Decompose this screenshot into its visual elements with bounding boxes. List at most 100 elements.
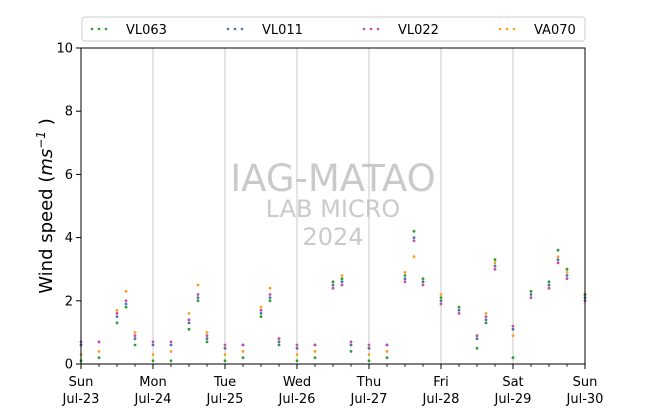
- point-vl022: [403, 280, 407, 284]
- point-vl063: [268, 299, 272, 303]
- legend-marker-vl063: [97, 27, 101, 31]
- point-vl063: [556, 248, 560, 252]
- point-vl011: [115, 315, 119, 318]
- legend-label-vl011: VL011: [262, 23, 303, 38]
- point-va070: [151, 353, 155, 356]
- point-vl022: [385, 343, 389, 347]
- point-vl022: [277, 337, 281, 341]
- point-vl063: [196, 299, 200, 303]
- legend-marker-va070: [498, 27, 502, 31]
- point-va070: [493, 261, 497, 265]
- point-vl011: [340, 280, 344, 284]
- point-vl011: [124, 302, 128, 306]
- point-vl022: [439, 302, 443, 306]
- x-tick-label-date: Jul-28: [422, 392, 460, 407]
- y-tick-label: 10: [56, 42, 73, 57]
- point-vl011: [367, 346, 371, 350]
- point-vl022: [187, 318, 191, 322]
- point-va070: [241, 350, 245, 353]
- point-vl011: [169, 343, 173, 347]
- legend-marker-vl022: [376, 27, 380, 31]
- x-tick-label-date: Jul-23: [62, 392, 100, 407]
- point-vl022: [196, 293, 200, 296]
- y-tick-label: 2: [65, 294, 73, 309]
- x-tick-label-date: Jul-26: [278, 392, 316, 407]
- legend: VL063 VL011 VL022 VA070: [81, 16, 586, 42]
- legend-box: [81, 16, 586, 42]
- point-va070: [511, 334, 515, 337]
- data-points: [79, 229, 587, 363]
- y-axis-label-text: Wind speed (: [36, 176, 57, 294]
- point-vl011: [295, 346, 299, 350]
- point-vl063: [205, 340, 209, 344]
- x-tick-label-day: Sun: [69, 375, 94, 390]
- watermark-line-2: LAB MICRO: [266, 195, 401, 223]
- point-vl022: [223, 343, 227, 347]
- legend-marker-vl011: [240, 27, 244, 31]
- point-vl011: [403, 277, 407, 281]
- point-va070: [412, 255, 416, 258]
- x-tick-label-day: Sat: [502, 375, 523, 390]
- point-vl011: [439, 299, 443, 303]
- point-va070: [268, 286, 272, 290]
- legend-marker-vl063: [90, 27, 94, 31]
- point-vl022: [115, 312, 119, 315]
- point-vl011: [259, 312, 263, 315]
- x-tick-label-day: Thu: [356, 375, 381, 390]
- point-vl063: [484, 321, 488, 325]
- point-vl063: [493, 258, 497, 262]
- point-vl011: [565, 274, 569, 277]
- y-axis-label: Wind speed (ms−1 ): [34, 118, 57, 293]
- point-va070: [439, 293, 443, 296]
- point-va070: [340, 274, 344, 277]
- y-tick-label: 4: [65, 231, 73, 246]
- point-vl063: [259, 315, 263, 318]
- point-va070: [133, 331, 137, 334]
- point-vl063: [457, 305, 461, 309]
- point-vl063: [475, 346, 479, 350]
- watermark-line-1: IAG-MATAO: [230, 157, 435, 200]
- point-vl063: [385, 356, 389, 360]
- x-tick-label-date: Jul-30: [566, 392, 604, 407]
- point-vl022: [151, 340, 155, 344]
- point-vl063: [97, 356, 101, 360]
- point-vl011: [223, 346, 227, 350]
- x-tick-label-day: Tue: [213, 375, 236, 390]
- point-va070: [367, 353, 371, 356]
- point-vl022: [331, 286, 335, 290]
- point-vl022: [295, 343, 299, 347]
- point-vl022: [349, 340, 353, 344]
- point-vl063: [367, 359, 371, 363]
- point-vl011: [412, 236, 416, 240]
- y-tick-label: 8: [65, 105, 73, 120]
- point-va070: [259, 305, 263, 309]
- legend-marker-vl011: [233, 27, 237, 31]
- point-vl063: [295, 359, 299, 363]
- point-vl022: [529, 296, 533, 299]
- y-axis-label-close: ): [36, 118, 57, 131]
- point-vl022: [124, 299, 128, 303]
- point-vl022: [475, 334, 479, 337]
- point-vl063: [340, 277, 344, 281]
- point-vl063: [511, 356, 515, 360]
- point-vl022: [205, 334, 209, 337]
- point-vl063: [529, 289, 533, 293]
- y-tick-label: 0: [65, 358, 73, 373]
- point-vl063: [547, 280, 551, 284]
- legend-marker-va070: [512, 27, 516, 31]
- point-va070: [205, 331, 209, 334]
- point-vl022: [412, 239, 416, 243]
- point-vl011: [268, 296, 272, 299]
- point-vl063: [223, 359, 227, 363]
- point-vl022: [367, 343, 371, 347]
- point-vl022: [268, 293, 272, 296]
- point-vl011: [349, 343, 353, 347]
- point-vl063: [403, 274, 407, 277]
- watermark-line-3: 2024: [302, 223, 363, 251]
- point-vl022: [556, 261, 560, 265]
- x-tick-label-day: Sun: [573, 375, 598, 390]
- y-axis-label-unit: ms: [36, 149, 57, 176]
- legend-marker-va070: [505, 27, 509, 31]
- x-tick-label-date: Jul-24: [134, 392, 172, 407]
